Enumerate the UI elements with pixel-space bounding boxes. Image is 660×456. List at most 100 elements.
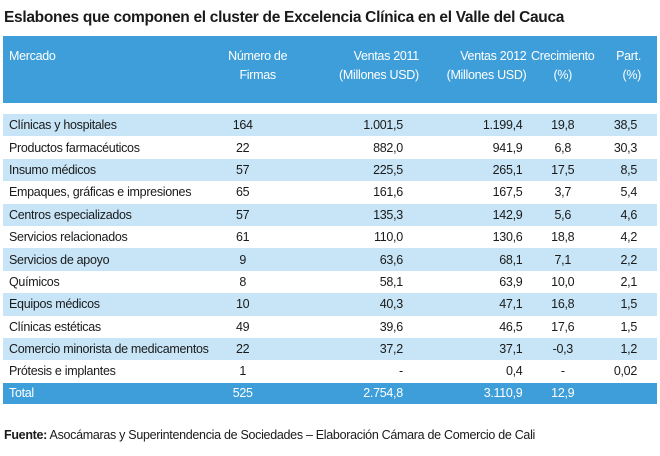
cell-v2012: 265,1 (432, 158, 529, 182)
cell-v2011: 37,2 (306, 337, 433, 361)
cell-part: 38,5 (597, 114, 657, 137)
cell-part: 0,02 (613, 364, 637, 379)
cell-v2012: 1.199,4 (432, 114, 529, 137)
cell-v2011: 882,0 (373, 140, 403, 155)
cell-v2012: 130,6 (492, 230, 523, 245)
cell-v2011: - (399, 364, 403, 379)
header-ventas-2012: Ventas 2012 (Millones USD) (432, 36, 529, 103)
cell-crec: -0,3 (528, 337, 598, 361)
header-mercado: Mercado (3, 36, 209, 103)
cell-mercado: Prótesis e implantes (9, 364, 116, 379)
cell-firmas: 1 (239, 364, 246, 379)
total-part (597, 382, 657, 404)
cell-crec: 6,8 (554, 140, 572, 155)
cell-part: 1,5 (597, 293, 657, 316)
cell-crec: 18,8 (551, 230, 575, 245)
cell-part: 1,2 (597, 337, 657, 361)
cell-crec: - (560, 364, 565, 379)
cell-part: 2,2 (597, 248, 657, 271)
total-row: Total 525 2.754,8 3.110,9 12,9 (3, 382, 657, 404)
cell-firmas: 49 (236, 319, 250, 334)
cell-crec: 17,6 (551, 319, 575, 334)
cell-mercado: Comercio minorista de medicamentos (3, 337, 209, 361)
cell-v2012: 167,5 (492, 185, 523, 200)
total-firmas: 525 (208, 382, 307, 404)
table-row: Equipos médicos 10 40,3 47,1 16,8 1,5 (3, 293, 657, 316)
cell-firmas: 22 (208, 337, 307, 361)
cell-v2012: 47,1 (432, 293, 529, 316)
table-row: Servicios relacionados 61 110,0 130,6 18,8 4,… (3, 226, 657, 248)
cell-v2011: 58,1 (379, 274, 403, 289)
cell-v2012: 37,1 (432, 337, 529, 361)
cluster-table: Mercado Número de Firmas Ventas 2011 (Mill… (3, 36, 657, 404)
cell-crec: 17,5 (528, 158, 598, 182)
cell-mercado: Químicos (9, 274, 60, 289)
cell-firmas: 9 (208, 248, 307, 271)
cell-v2012: 142,9 (432, 203, 529, 226)
header-firmas: Número de Firmas (208, 36, 307, 103)
cell-part: 1,5 (620, 319, 638, 334)
source-text: Asocámaras y Superintendencia de Socieda… (47, 428, 536, 442)
cell-firmas: 22 (236, 140, 250, 155)
cell-mercado: Servicios relacionados (9, 230, 128, 245)
cell-crec: 5,6 (528, 203, 598, 226)
cell-crec: 19,8 (528, 114, 598, 137)
table-row: Químicos 8 58,1 63,9 10,0 2,1 (3, 271, 657, 293)
cell-mercado: Insumo médicos (3, 158, 209, 182)
cell-firmas: 61 (236, 230, 250, 245)
cell-v2011: 225,5 (306, 158, 433, 182)
cell-v2011: 63,6 (306, 248, 433, 271)
table-row: Centros especializados 57 135,3 142,9 5,6 4,6 (3, 203, 657, 226)
cell-part: 5,4 (620, 185, 638, 200)
cell-part: 4,2 (620, 230, 638, 245)
source-label: Fuente: (4, 428, 48, 442)
cell-crec: 3,7 (554, 185, 572, 200)
source-note: Fuente: Asocámaras y Superintendencia de… (4, 428, 535, 442)
table-row: Clínicas y hospitales 164 1.001,5 1.199,4 19… (3, 114, 657, 137)
table-row: Insumo médicos 57 225,5 265,1 17,5 8,5 (3, 158, 657, 182)
cell-mercado: Empaques, gráficas e impresiones (9, 185, 192, 200)
cell-crec: 16,8 (528, 293, 598, 316)
cell-firmas: 8 (239, 274, 246, 289)
cell-part: 4,6 (597, 203, 657, 226)
cell-crec: 10,0 (551, 274, 575, 289)
cell-crec: 7,1 (528, 248, 598, 271)
cell-v2011: 1.001,5 (306, 114, 433, 137)
cell-v2011: 135,3 (306, 203, 433, 226)
total-v2011: 2.754,8 (306, 382, 433, 404)
cell-mercado: Productos farmacéuticos (9, 140, 140, 155)
cell-firmas: 164 (208, 114, 307, 137)
header-ventas-2011: Ventas 2011 (Millones USD) (306, 36, 433, 103)
cell-firmas: 10 (208, 293, 307, 316)
table-row: Servicios de apoyo 9 63,6 68,1 7,1 2,2 (3, 248, 657, 271)
header-participacion: Part. (%) (597, 36, 657, 103)
cell-mercado: Centros especializados (3, 203, 209, 226)
total-v2012: 3.110,9 (432, 382, 529, 404)
cell-v2011: 39,6 (379, 319, 403, 334)
cell-v2012: 63,9 (499, 274, 523, 289)
cell-part: 2,1 (620, 274, 638, 289)
cell-v2011: 110,0 (374, 230, 403, 245)
cell-v2012: 68,1 (432, 248, 529, 271)
total-crec: 12,9 (528, 382, 598, 404)
table-row: Empaques, gráficas e impresiones 65 161,6 1… (3, 181, 657, 203)
cell-v2012: 941,9 (492, 140, 523, 155)
cell-firmas: 57 (208, 158, 307, 182)
cell-firmas: 65 (236, 185, 250, 200)
table-row: Productos farmacéuticos 22 882,0 941,9 6,8 30… (3, 136, 657, 158)
table-row: Comercio minorista de medicamentos 22 37,2… (3, 337, 657, 361)
cell-v2011: 161,6 (373, 185, 403, 200)
cell-firmas: 57 (208, 203, 307, 226)
cell-mercado: Clínicas estéticas (9, 319, 101, 334)
cell-mercado: Clínicas y hospitales (3, 114, 209, 137)
cell-part: 8,5 (597, 158, 657, 182)
cell-mercado: Servicios de apoyo (3, 248, 209, 271)
header-crecimiento: Crecimiento (%) (528, 36, 598, 103)
cell-v2011: 40,3 (306, 293, 433, 316)
cell-v2012: 0,4 (505, 364, 523, 379)
page-title: Eslabones que componen el cluster de Exc… (4, 9, 565, 26)
cell-mercado: Equipos médicos (3, 293, 209, 316)
table-header-row: Mercado Número de Firmas Ventas 2011 (Mill… (3, 36, 657, 103)
total-mercado: Total (3, 382, 209, 404)
cell-v2012: 46,5 (499, 319, 523, 334)
